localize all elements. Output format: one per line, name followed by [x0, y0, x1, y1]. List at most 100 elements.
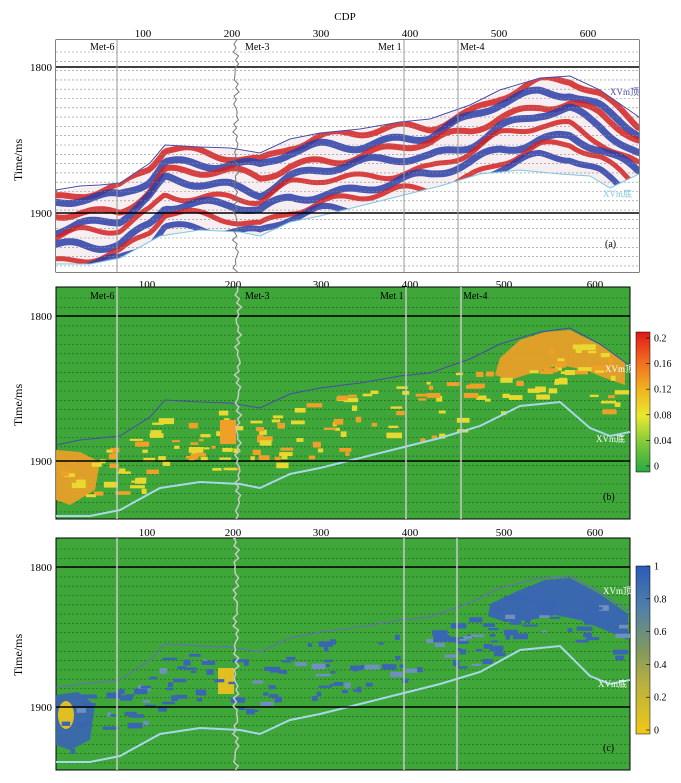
attribute-cell [330, 671, 336, 674]
attribute-cell [134, 688, 148, 695]
high-value-patch [495, 330, 625, 385]
attribute-cell [476, 371, 484, 377]
attribute-cell [483, 644, 493, 649]
attribute-cell [527, 388, 540, 393]
attribute-cell [223, 467, 237, 471]
attribute-cell [483, 623, 495, 627]
well-label-met-6: Met-6 [90, 291, 114, 302]
well-label-met-3: Met-3 [245, 291, 269, 302]
attribute-cell [522, 624, 538, 627]
panel-a: Met-6 Met-3 Met 1 Met-4 XVm顶 XVm底 (a) 18… [11, 39, 640, 273]
attribute-cell [282, 660, 292, 663]
attribute-cell [81, 694, 97, 699]
attribute-cell [548, 388, 558, 394]
tick-label: 100 [139, 527, 156, 539]
attribute-cell [222, 447, 233, 452]
attribute-cell [539, 601, 546, 608]
y-tick-1800-b: 1800 [30, 311, 53, 323]
attribute-cell [183, 659, 191, 666]
colorbar-tick-label: 0.12 [654, 385, 672, 396]
attribute-cell [93, 491, 104, 496]
seismic-band [56, 86, 639, 207]
attribute-cell [396, 411, 405, 416]
cdp-axis-label: CDP [334, 11, 355, 23]
attribute-cell [120, 695, 133, 701]
attribute-cell [557, 358, 565, 362]
attribute-cell [311, 696, 318, 701]
attribute-cell [143, 457, 156, 462]
panel-c-frame [55, 537, 631, 771]
attribute-cell [294, 408, 306, 413]
well-label-met-6: Met-6 [90, 42, 114, 53]
attribute-cell [142, 449, 148, 453]
attribute-cell [352, 405, 358, 411]
tick-label: 200 [225, 527, 242, 539]
attribute-cell [438, 410, 446, 414]
attribute-cell [508, 395, 523, 400]
attribute-cell [459, 638, 467, 641]
attribute-cell [250, 456, 255, 462]
attribute-cell [118, 468, 126, 472]
attribute-cell [115, 491, 131, 495]
attribute-cell [589, 394, 599, 397]
colorbar-tick-label: 0.4 [654, 660, 667, 671]
seismic-events [56, 40, 639, 272]
horizon-bottom-line [56, 169, 639, 265]
horizon-top-label: XVm顶 [603, 586, 632, 596]
attribute-cell [608, 358, 614, 363]
attribute-cell [257, 436, 273, 442]
attribute-cell [140, 685, 151, 689]
attribute-cell [362, 393, 373, 397]
attribute-cell [271, 419, 281, 423]
attribute-cell [517, 597, 525, 601]
attribute-cell [470, 634, 484, 638]
attribute-cell [263, 692, 269, 696]
attribute-cell [260, 701, 274, 706]
attribute-cell [317, 448, 324, 453]
attribute-cell [340, 431, 347, 437]
attribute-cell [343, 397, 359, 403]
attribute-cell [315, 673, 331, 677]
attribute-cell [426, 381, 431, 385]
horizon-bottom-label: XVm底 [603, 188, 632, 199]
attribute-cell [233, 448, 239, 453]
attribute-cell [141, 488, 147, 494]
attribute-cell [274, 456, 281, 462]
y-tick-1800-a: 1800 [30, 62, 53, 74]
attribute-cell [152, 422, 164, 425]
y-tick-1900-b: 1900 [30, 456, 53, 468]
attribute-cell [294, 662, 307, 667]
attribute-cell [138, 477, 147, 480]
attribute-cell [575, 639, 589, 643]
attribute-cell [337, 395, 348, 401]
attribute-cell [504, 595, 518, 600]
attribute-cell [588, 351, 597, 354]
attribute-cell [279, 670, 288, 674]
attribute-cell [198, 438, 204, 442]
attribute-cell [334, 682, 343, 686]
attribute-cell [150, 430, 162, 434]
attribute-cell [230, 697, 246, 703]
attribute-cell [463, 636, 473, 640]
attribute-cell [529, 370, 539, 374]
attribute-cell [600, 353, 610, 358]
attribute-cell [567, 628, 573, 633]
y-axis-label-b: Time/ms [11, 384, 25, 427]
attribute-cell [296, 438, 304, 442]
horizon-top-label: XVm顶 [605, 364, 634, 374]
attribute-cell [158, 707, 167, 712]
attribute-cell [276, 462, 289, 469]
attribute-cell [200, 456, 208, 462]
attribute-cell [610, 375, 616, 381]
attribute-cell [224, 418, 230, 421]
attribute-cell [415, 393, 432, 397]
attribute-cell [256, 427, 265, 432]
horizon-bottom-line [56, 400, 630, 517]
attribute-cell [162, 657, 177, 661]
attribute-cell [482, 658, 493, 664]
well-met-3-log [231, 40, 241, 272]
attribute-cell [549, 616, 561, 619]
attribute-cell [135, 477, 147, 484]
attribute-cell [494, 607, 501, 613]
horizon-top-line [56, 575, 630, 689]
